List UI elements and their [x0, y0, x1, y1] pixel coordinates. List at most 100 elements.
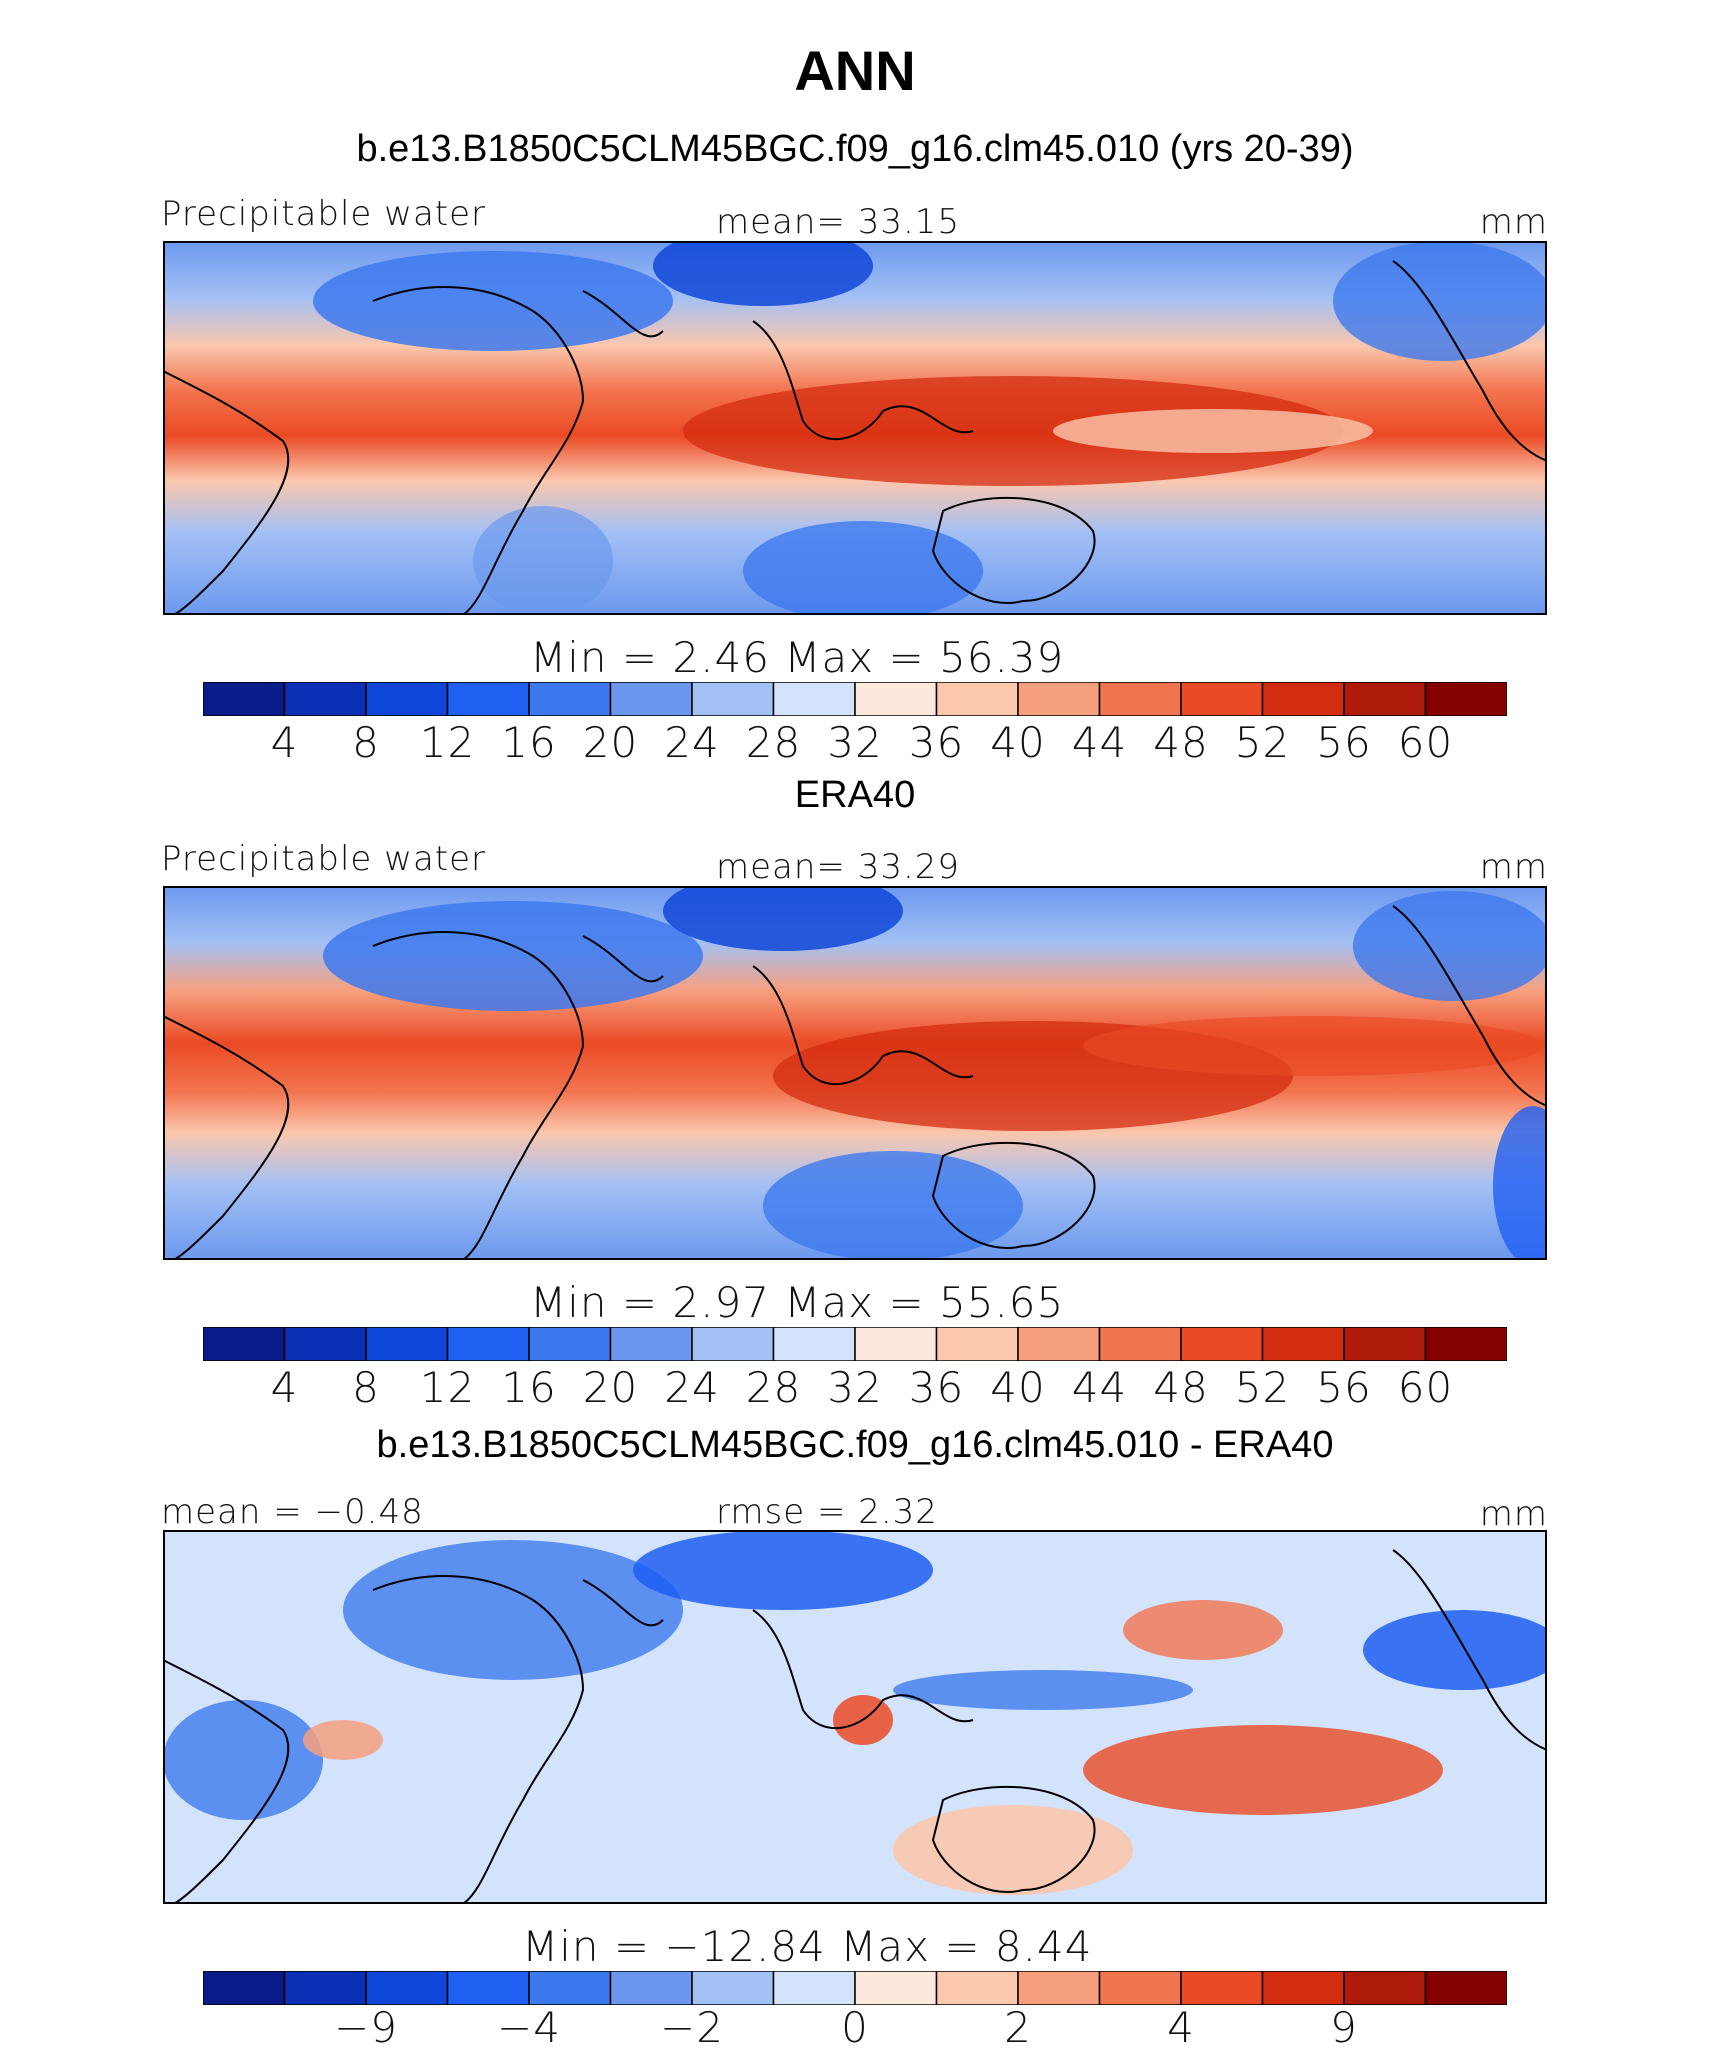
colorbar-tick-label: 48	[1153, 718, 1209, 767]
colorbar-tick-label: 36	[908, 718, 965, 767]
mean-label: mean= 33.15	[716, 202, 961, 242]
colorbar-box	[283, 682, 367, 716]
colorbar-tick-label: 24	[664, 718, 720, 767]
colorbar-tick-label: 20	[582, 1363, 639, 1412]
colorbar-box	[691, 1327, 775, 1361]
colorbar-box	[203, 1327, 286, 1361]
mean-label: mean= 33.29	[716, 847, 961, 887]
field-blob	[893, 1805, 1133, 1895]
map-frame	[163, 1530, 1547, 1904]
colorbar-box	[1424, 682, 1507, 716]
colorbar-box	[935, 1971, 1019, 2005]
colorbar-box	[772, 1327, 856, 1361]
colorbar-tick-label: 32	[827, 718, 883, 767]
colorbar-tick-label: 56	[1316, 718, 1372, 767]
colorbar-box	[1098, 1971, 1182, 2005]
colorbar-box	[1180, 1971, 1264, 2005]
colorbar-box	[1017, 682, 1101, 716]
map-panel-model	[163, 241, 1547, 615]
colorbar-box	[283, 1327, 367, 1361]
field-blob	[323, 901, 703, 1011]
colorbar-box	[203, 682, 286, 716]
colorbar-difference	[203, 1971, 1507, 2005]
colorbar-box	[1261, 682, 1345, 716]
colorbar-box	[935, 1327, 1019, 1361]
colorbar-tick-label: 60	[1397, 1363, 1454, 1412]
colorbar-box	[1180, 682, 1264, 716]
colorbar-box	[365, 682, 449, 716]
map-frame	[163, 886, 1547, 1260]
colorbar-tick-label: 12	[419, 1363, 476, 1412]
field-blob	[743, 521, 983, 615]
colorbar-box	[854, 1971, 938, 2005]
colorbar-box	[691, 682, 775, 716]
colorbar-tick-label: 36	[908, 1363, 965, 1412]
variable-label: Precipitable water	[161, 839, 487, 879]
colorbar-tick-label: −4	[497, 2003, 561, 2052]
panel-title: b.e13.B1850C5CLM45BGC.f09_g16.clm45.010 …	[356, 128, 1354, 170]
colorbar-box	[1424, 1327, 1507, 1361]
field-blob	[313, 251, 673, 351]
colorbar-tick-label: 4	[1167, 2003, 1195, 2052]
colorbar-box	[1261, 1971, 1345, 2005]
field-blob	[633, 1530, 933, 1610]
colorbar-model	[203, 682, 1507, 716]
colorbar-tick-label: 16	[501, 1363, 557, 1412]
colorbar-box	[1424, 1971, 1507, 2005]
colorbar-tick-label: 9	[1330, 2003, 1358, 2052]
colorbar-tick-label: 4	[270, 718, 299, 767]
minmax-label: Min = −12.84 Max = 8.44	[522, 1922, 1093, 1971]
field-blob	[1333, 241, 1547, 361]
colorbar-tick-label: −2	[660, 2003, 724, 2052]
colorbar-tick-label: 0	[841, 2003, 869, 2052]
field-blob	[1083, 1016, 1543, 1076]
rmse-label: rmse = 2.32	[716, 1492, 938, 1532]
colorbar-tick-label: 4	[270, 1363, 299, 1412]
colorbar-box	[772, 1971, 856, 2005]
colorbar-box	[609, 1971, 693, 2005]
map-panel-era40	[163, 886, 1547, 1260]
colorbar-box	[1098, 1327, 1182, 1361]
colorbar-tick-label: 48	[1153, 1363, 1209, 1412]
colorbar-box	[446, 1971, 530, 2005]
colorbar-box	[1261, 1327, 1345, 1361]
colorbar-box	[1180, 1327, 1264, 1361]
field-blob	[1053, 409, 1373, 453]
colorbar-tick-label: 12	[419, 718, 476, 767]
colorbar-box	[854, 1327, 938, 1361]
colorbar-box	[935, 682, 1019, 716]
field-blob	[683, 376, 1343, 486]
colorbar-tick-label: 16	[501, 718, 557, 767]
colorbar-ticks: 4 8 12 16 20 24 28 32 36 40 44 48 52 56 60	[203, 718, 1507, 768]
colorbar-tick-label: 44	[1071, 718, 1128, 767]
colorbar-box	[365, 1327, 449, 1361]
units-label: mm	[1479, 202, 1548, 242]
colorbar-tick-label: 8	[352, 718, 380, 767]
field-blob	[1353, 891, 1547, 1001]
colorbar-tick-label: 60	[1397, 718, 1454, 767]
field-blob	[163, 1700, 323, 1820]
colorbar-ticks: −9 −4 −2 0 2 4 9	[203, 2003, 1507, 2052]
units-label: mm	[1479, 1494, 1548, 1534]
field-blob	[663, 886, 903, 951]
colorbar-box	[528, 1971, 612, 2005]
colorbar-tick-label: 32	[827, 1363, 883, 1412]
colorbar-box	[1343, 1327, 1427, 1361]
colorbar-box	[772, 682, 856, 716]
colorbar-box	[691, 1971, 775, 2005]
colorbar-tick-label: 28	[745, 718, 802, 767]
colorbar-box	[365, 1971, 449, 2005]
main-title: ANN	[794, 39, 916, 102]
colorbar-box	[528, 1327, 612, 1361]
colorbar-box	[854, 682, 938, 716]
colorbar-box	[1017, 1971, 1101, 2005]
colorbar-era40	[203, 1327, 1507, 1361]
colorbar-box	[1098, 682, 1182, 716]
map-frame	[163, 241, 1547, 615]
colorbar-tick-label: 52	[1234, 718, 1291, 767]
units-label: mm	[1479, 847, 1548, 887]
mean-label: mean = −0.48	[161, 1492, 424, 1532]
colorbar-tick-label: 40	[990, 718, 1046, 767]
panel-title: b.e13.B1850C5CLM45BGC.f09_g16.clm45.010 …	[376, 1424, 1334, 1466]
field-blob	[1363, 1610, 1547, 1690]
